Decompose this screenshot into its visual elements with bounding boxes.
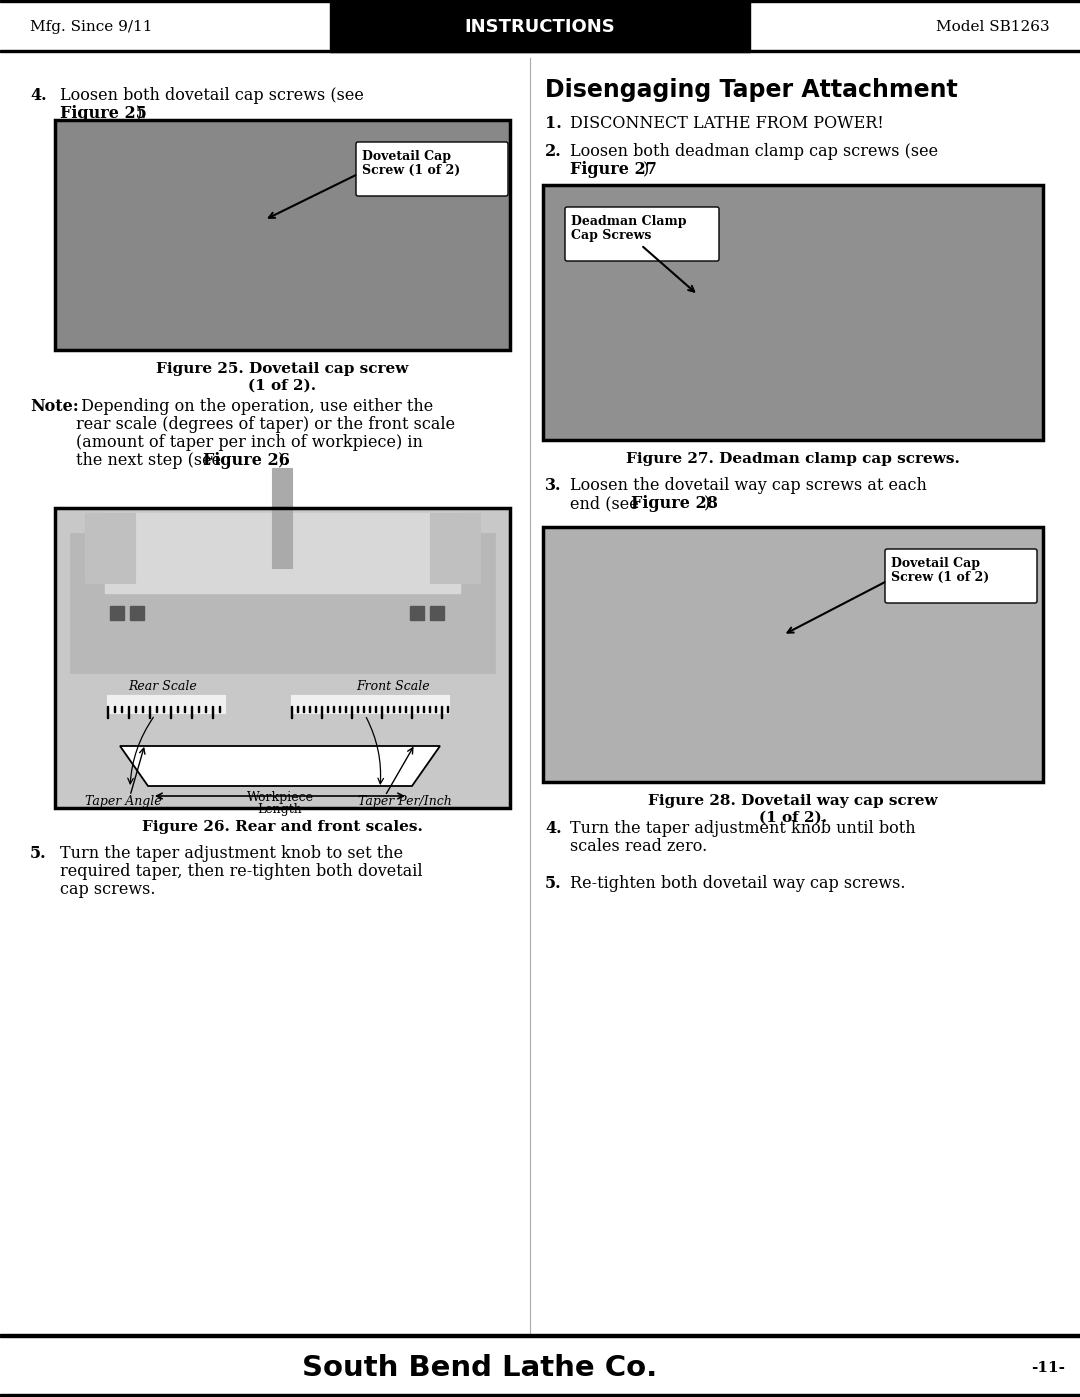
Text: ): ) [643, 161, 649, 177]
Bar [543, 527, 1043, 782]
Text: 4.: 4. [545, 820, 562, 837]
Text: Figure 28: Figure 28 [631, 495, 718, 511]
Bar [543, 184, 1043, 440]
Text: South Bend Lathe Co.: South Bend Lathe Co. [302, 1354, 658, 1382]
Text: Disengaging Taper Attachment: Disengaging Taper Attachment [545, 78, 958, 102]
Text: Figure 26: Figure 26 [203, 453, 289, 469]
Text: 2.: 2. [545, 142, 562, 161]
Text: Deadman Clamp: Deadman Clamp [571, 215, 687, 228]
Text: Rear Scale: Rear Scale [129, 680, 198, 693]
Text: (amount of taper per inch of workpiece) in: (amount of taper per inch of workpiece) … [76, 434, 423, 451]
Bar [543, 527, 1043, 782]
Text: Dovetail Cap: Dovetail Cap [891, 557, 980, 570]
Text: (1 of 2).: (1 of 2). [248, 379, 316, 393]
Text: DISCONNECT LATHE FROM POWER!: DISCONNECT LATHE FROM POWER! [570, 115, 883, 131]
Text: Taper Angle: Taper Angle [84, 795, 161, 807]
Bar [107, 694, 225, 712]
FancyBboxPatch shape [565, 207, 719, 261]
Text: Front Scale: Front Scale [356, 680, 430, 693]
Text: Length: Length [258, 803, 302, 816]
Text: INSTRUCTIONS: INSTRUCTIONS [464, 18, 616, 36]
Text: Cap Screws: Cap Screws [571, 229, 651, 242]
Text: Screw (1 of 2): Screw (1 of 2) [891, 571, 989, 584]
Text: ).: ). [704, 495, 715, 511]
Bar [272, 468, 292, 569]
Text: the next step (see: the next step (see [76, 453, 226, 469]
Bar [0, 1334, 1080, 1337]
Text: 3.: 3. [545, 476, 562, 495]
Bar [0, 1394, 1080, 1397]
Text: Figure 26. Rear and front scales.: Figure 26. Rear and front scales. [143, 820, 423, 834]
Text: Loosen both dovetail cap screws (see: Loosen both dovetail cap screws (see [60, 87, 364, 103]
Text: end (see: end (see [570, 495, 644, 511]
Bar [330, 1, 750, 52]
Text: cap screws.: cap screws. [60, 882, 156, 898]
Bar [110, 606, 124, 620]
Bar [430, 513, 480, 583]
Text: Turn the taper adjustment knob to set the: Turn the taper adjustment knob to set th… [60, 845, 403, 862]
Bar [130, 606, 144, 620]
Text: rear scale (degrees of taper) or the front scale: rear scale (degrees of taper) or the fro… [76, 416, 455, 433]
Bar [55, 509, 510, 807]
Text: Model SB1263: Model SB1263 [936, 20, 1050, 34]
Bar [0, 50, 1080, 52]
Text: scales read zero.: scales read zero. [570, 838, 707, 855]
Text: Figure 27. Deadman clamp cap screws.: Figure 27. Deadman clamp cap screws. [626, 453, 960, 467]
Text: Depending on the operation, use either the: Depending on the operation, use either t… [76, 398, 433, 415]
Text: Loosen the dovetail way cap screws at each: Loosen the dovetail way cap screws at ea… [570, 476, 927, 495]
Text: 4.: 4. [30, 87, 46, 103]
Text: (1 of 2).: (1 of 2). [759, 812, 827, 826]
Text: Taper Per/Inch: Taper Per/Inch [359, 795, 451, 807]
Bar [55, 120, 510, 351]
Bar [105, 513, 460, 592]
Text: -11-: -11- [1031, 1361, 1065, 1375]
Polygon shape [120, 746, 440, 787]
Text: Screw (1 of 2): Screw (1 of 2) [362, 163, 460, 177]
FancyBboxPatch shape [356, 142, 508, 196]
Text: Figure 25. Dovetail cap screw: Figure 25. Dovetail cap screw [157, 362, 408, 376]
Text: Figure 25: Figure 25 [60, 105, 147, 122]
Bar [55, 120, 510, 351]
Bar [55, 509, 510, 807]
Text: Dovetail Cap: Dovetail Cap [362, 149, 451, 163]
Text: Figure 28. Dovetail way cap screw: Figure 28. Dovetail way cap screw [648, 793, 937, 807]
Bar [430, 606, 444, 620]
FancyBboxPatch shape [885, 549, 1037, 604]
Text: Re-tighten both dovetail way cap screws.: Re-tighten both dovetail way cap screws. [570, 875, 905, 893]
Bar [70, 534, 495, 673]
Text: Turn the taper adjustment knob until both: Turn the taper adjustment knob until bot… [570, 820, 916, 837]
Text: ).: ). [278, 453, 289, 469]
Text: 1.: 1. [545, 115, 562, 131]
Bar [0, 0, 1080, 1]
Text: 5.: 5. [30, 845, 46, 862]
Bar [291, 694, 449, 712]
Text: Loosen both deadman clamp cap screws (see: Loosen both deadman clamp cap screws (se… [570, 142, 939, 161]
Text: Note:: Note: [30, 398, 79, 415]
Text: Workpiece: Workpiece [246, 791, 313, 805]
Text: required taper, then re-tighten both dovetail: required taper, then re-tighten both dov… [60, 863, 422, 880]
Text: 5.: 5. [545, 875, 562, 893]
Text: ).: ). [136, 105, 147, 122]
Bar [543, 184, 1043, 440]
Bar [85, 513, 135, 583]
Bar [410, 606, 424, 620]
Text: Figure 27: Figure 27 [570, 161, 657, 177]
Text: Mfg. Since 9/11: Mfg. Since 9/11 [30, 20, 152, 34]
